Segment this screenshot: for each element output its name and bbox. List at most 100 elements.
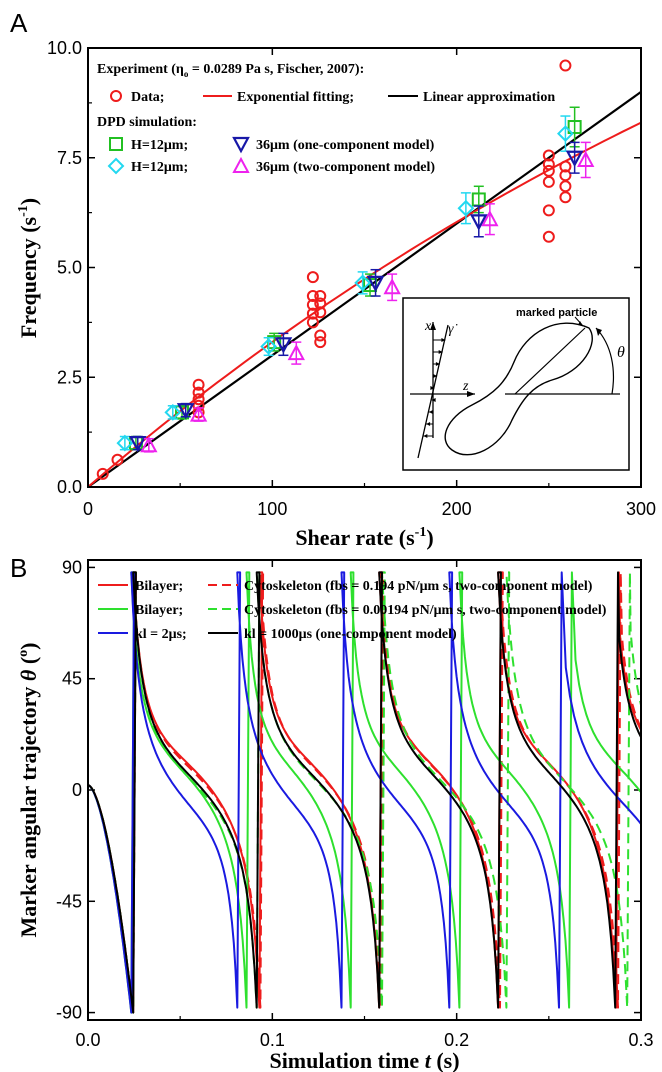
inset-marked-pointer-head [578,321,583,326]
marker-triangle-up [140,436,158,453]
marker-circle [306,271,319,284]
marker-diamond [354,274,372,292]
legend-b-cytoskeleton-1: Cytoskeleton (fbs = 0.194 pN/μm s, two-c… [244,579,593,594]
marker-triangle-down [128,436,147,453]
inset-x-label: x [424,319,432,334]
inset-marked-particle-label: marked particle [516,307,597,319]
x-tick-label-a: 200 [442,499,472,519]
inset-velocity-arrowhead [431,398,436,402]
legend-b-kl-1000: kl = 1000μs (one-component model) [244,627,457,642]
marker-circle [306,298,319,311]
x-axis-label-b: Simulation time t (s) [269,1048,459,1072]
series-line-5 [88,571,641,1014]
legend-b-bilayer-1: Bilayer; [135,579,183,594]
marker-circle [559,160,572,173]
inset-z-arrowhead [467,391,475,397]
series-line-4 [88,571,641,1014]
panel-label-b: B [10,553,27,583]
legend-b-kl-2: kl = 2μs; [135,627,187,642]
inset-velocity-arrowhead [433,374,438,378]
marker-triangle-up [189,405,208,422]
inset-velocity-arrowhead [435,362,440,366]
legend-b-bilayer-2: Bilayer; [135,603,183,618]
inset-velocity-arrowhead [428,410,433,414]
legend-marker-h12-square [109,137,123,151]
y-tick-label-a: 7.5 [57,148,82,168]
inset-velocity-arrowhead [441,338,446,342]
marker-diamond [457,199,475,217]
marker-circle [542,149,555,162]
inset-velocity-arrowhead [423,434,428,438]
y-axis-label-b-theta: θ [16,669,41,681]
legend-linear-approximation: Linear approximation [423,90,555,105]
y-axis-label-a: Frequency (s-1) [16,198,41,338]
y-axis-label-a-close: ) [16,198,41,205]
legend-marker-h12-diamond [107,157,125,175]
marker-triangle-up [577,150,595,167]
y-tick-label-b: 0 [72,780,82,800]
x-axis-label-b-unit: (s) [431,1048,460,1072]
legend-a-eta-sub: o [184,69,189,79]
inset-theta-label: θ [617,344,625,361]
inset-marker-line [514,327,586,395]
y-tick-label-a: 0.0 [57,477,82,497]
marker-diamond [260,338,278,355]
legend-h12-2: H=12μm; [131,160,188,175]
marker-triangle-down [565,150,584,168]
legend-a-heading-experiment: Experiment (ηo = 0.0289 Pa s, Fischer, 2… [97,62,364,79]
x-tick-label-b: 0.0 [75,1030,100,1050]
x-axis-label-a-close: ) [426,525,433,550]
legend-h12-1: H=12μm; [131,138,188,153]
marker-circle [542,164,555,177]
legend-36-one-component: 36μm (one-component model) [256,138,435,153]
legend-exponential-fitting: Exponential fitting; [237,90,354,105]
marker-triangle-down [274,337,293,354]
marker-circle [559,191,572,204]
marker-circle [314,297,327,310]
marker-circle [111,453,124,466]
x-tick-label-b: 0.3 [628,1030,653,1050]
inset-diagram [402,297,630,471]
inset-velocity-arrowhead [438,350,443,354]
marker-circle [314,306,327,319]
marker-square [567,120,582,135]
legend-marker-36-two [232,156,250,173]
x-tick-label-b: 0.1 [260,1030,285,1050]
marker-circle [306,290,319,303]
marker-circle [542,158,555,171]
y-tick-label-b: -45 [56,891,82,911]
legend-data: Data; [131,90,164,105]
legend-36-two-component: 36μm (two-component model) [256,160,435,175]
y-tick-label-b: -90 [56,1003,82,1023]
marker-circle [306,316,319,329]
marker-diamond [164,403,182,421]
legend-b-cytoskeleton-2: Cytoskeleton (fbs = 0.00194 pN/μm s, two… [244,603,607,618]
marker-circle [559,180,572,193]
inset-gamma-label: γ̇ [448,322,458,337]
y-tick-label-b: 45 [62,669,82,689]
legend-a-heading-dpd: DPD simulation: [97,115,197,130]
marker-diamond [557,125,574,143]
x-tick-label-b: 0.2 [444,1030,469,1050]
x-axis-label-b-t: t [425,1048,432,1072]
x-tick-label-a: 0 [83,499,93,519]
plot-area-a [88,59,641,487]
marker-triangle-up [287,343,305,361]
marker-circle [192,378,205,391]
inset-theta-arrowhead [596,328,602,336]
marker-circle [314,329,327,342]
marker-circle [559,169,572,182]
y-axis-label-b-open: ( [16,657,41,670]
y-tick-label-b: 90 [62,557,82,577]
marker-triangle-up [383,278,401,295]
marker-circle [306,307,319,320]
marker-triangle-down [366,275,385,293]
inset-velocity-arrowhead [426,422,431,426]
marker-circle [542,175,555,188]
axes-frame-b [87,559,642,1021]
marker-diamond [116,434,134,452]
legend-a-heading-rest: = 0.0289 Pa s, Fischer, 2007): [188,62,364,77]
x-axis-label-a-sup: -1 [415,525,427,540]
x-tick-label-a: 100 [257,499,287,519]
